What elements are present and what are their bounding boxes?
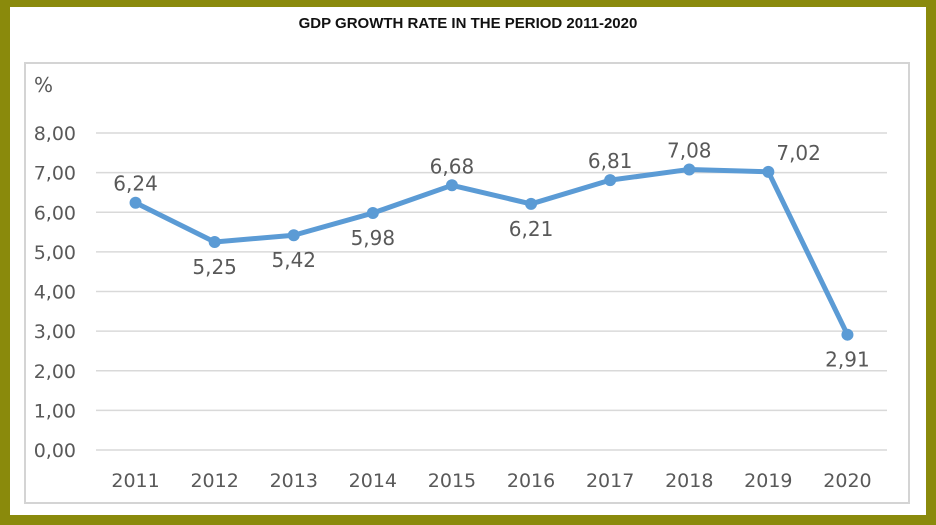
y-axis-unit-label: % <box>34 73 53 97</box>
y-tick-label: 4,00 <box>34 282 76 304</box>
data-label: 6,24 <box>113 172 158 196</box>
data-label: 6,68 <box>430 154 475 178</box>
plot-area-border <box>24 62 910 504</box>
x-tick-label: 2012 <box>190 470 238 492</box>
data-label: 2,91 <box>825 348 870 372</box>
y-tick-label: 7,00 <box>34 163 76 185</box>
x-tick-label: 2015 <box>428 470 476 492</box>
data-point <box>604 174 617 187</box>
x-tick-label: 2019 <box>744 470 792 492</box>
chart-frame: GDP GROWTH RATE IN THE PERIOD 2011-2020 … <box>10 7 926 515</box>
x-tick-label: 2011 <box>111 470 159 492</box>
x-tick-label: 2016 <box>507 470 555 492</box>
y-tick-label: 3,00 <box>34 321 76 343</box>
data-point <box>762 165 775 178</box>
chart-title: GDP GROWTH RATE IN THE PERIOD 2011-2020 <box>298 15 638 32</box>
y-tick-label: 8,00 <box>34 123 76 145</box>
data-label: 6,81 <box>588 149 633 173</box>
data-point <box>129 196 142 209</box>
x-tick-label: 2020 <box>823 470 871 492</box>
x-tick-label: 2013 <box>270 470 318 492</box>
gridlines <box>96 132 887 451</box>
data-point <box>525 197 538 210</box>
series-polyline <box>133 166 850 338</box>
data-label: 5,25 <box>192 255 237 279</box>
data-point <box>287 229 300 242</box>
y-tick-label: 1,00 <box>34 400 76 422</box>
data-label: 5,42 <box>271 248 316 272</box>
data-point <box>683 163 696 176</box>
x-axis-ticks: 2011 2012 2013 2014 2015 2016 2017 2018 2019 2020 <box>111 470 871 492</box>
data-label: 5,98 <box>351 226 396 250</box>
x-tick-label: 2017 <box>586 470 634 492</box>
y-tick-label: 6,00 <box>34 202 76 224</box>
x-tick-label: 2018 <box>665 470 713 492</box>
data-point <box>841 328 854 341</box>
y-axis-ticks: 0,00 1,00 2,00 3,00 4,00 5,00 6,00 7,00 8,00 <box>34 123 76 462</box>
data-point <box>445 179 458 192</box>
data-labels: 6,24 5,25 5,42 5,98 6,68 6,21 6,81 7,08 7,02 2,91 <box>113 138 869 371</box>
data-points <box>129 163 854 341</box>
y-tick-label: 0,00 <box>34 440 76 462</box>
data-label: 6,21 <box>509 217 554 241</box>
series-line <box>133 166 850 338</box>
data-label: 7,02 <box>776 141 821 165</box>
line-chart: 0,00 1,00 2,00 3,00 4,00 5,00 6,00 7,00 8,00 201… <box>34 73 887 492</box>
data-point <box>366 207 379 220</box>
y-tick-label: 2,00 <box>34 361 76 383</box>
x-tick-label: 2014 <box>349 470 397 492</box>
data-point <box>208 235 221 248</box>
y-tick-label: 5,00 <box>34 242 76 264</box>
data-label: 7,08 <box>667 138 712 162</box>
